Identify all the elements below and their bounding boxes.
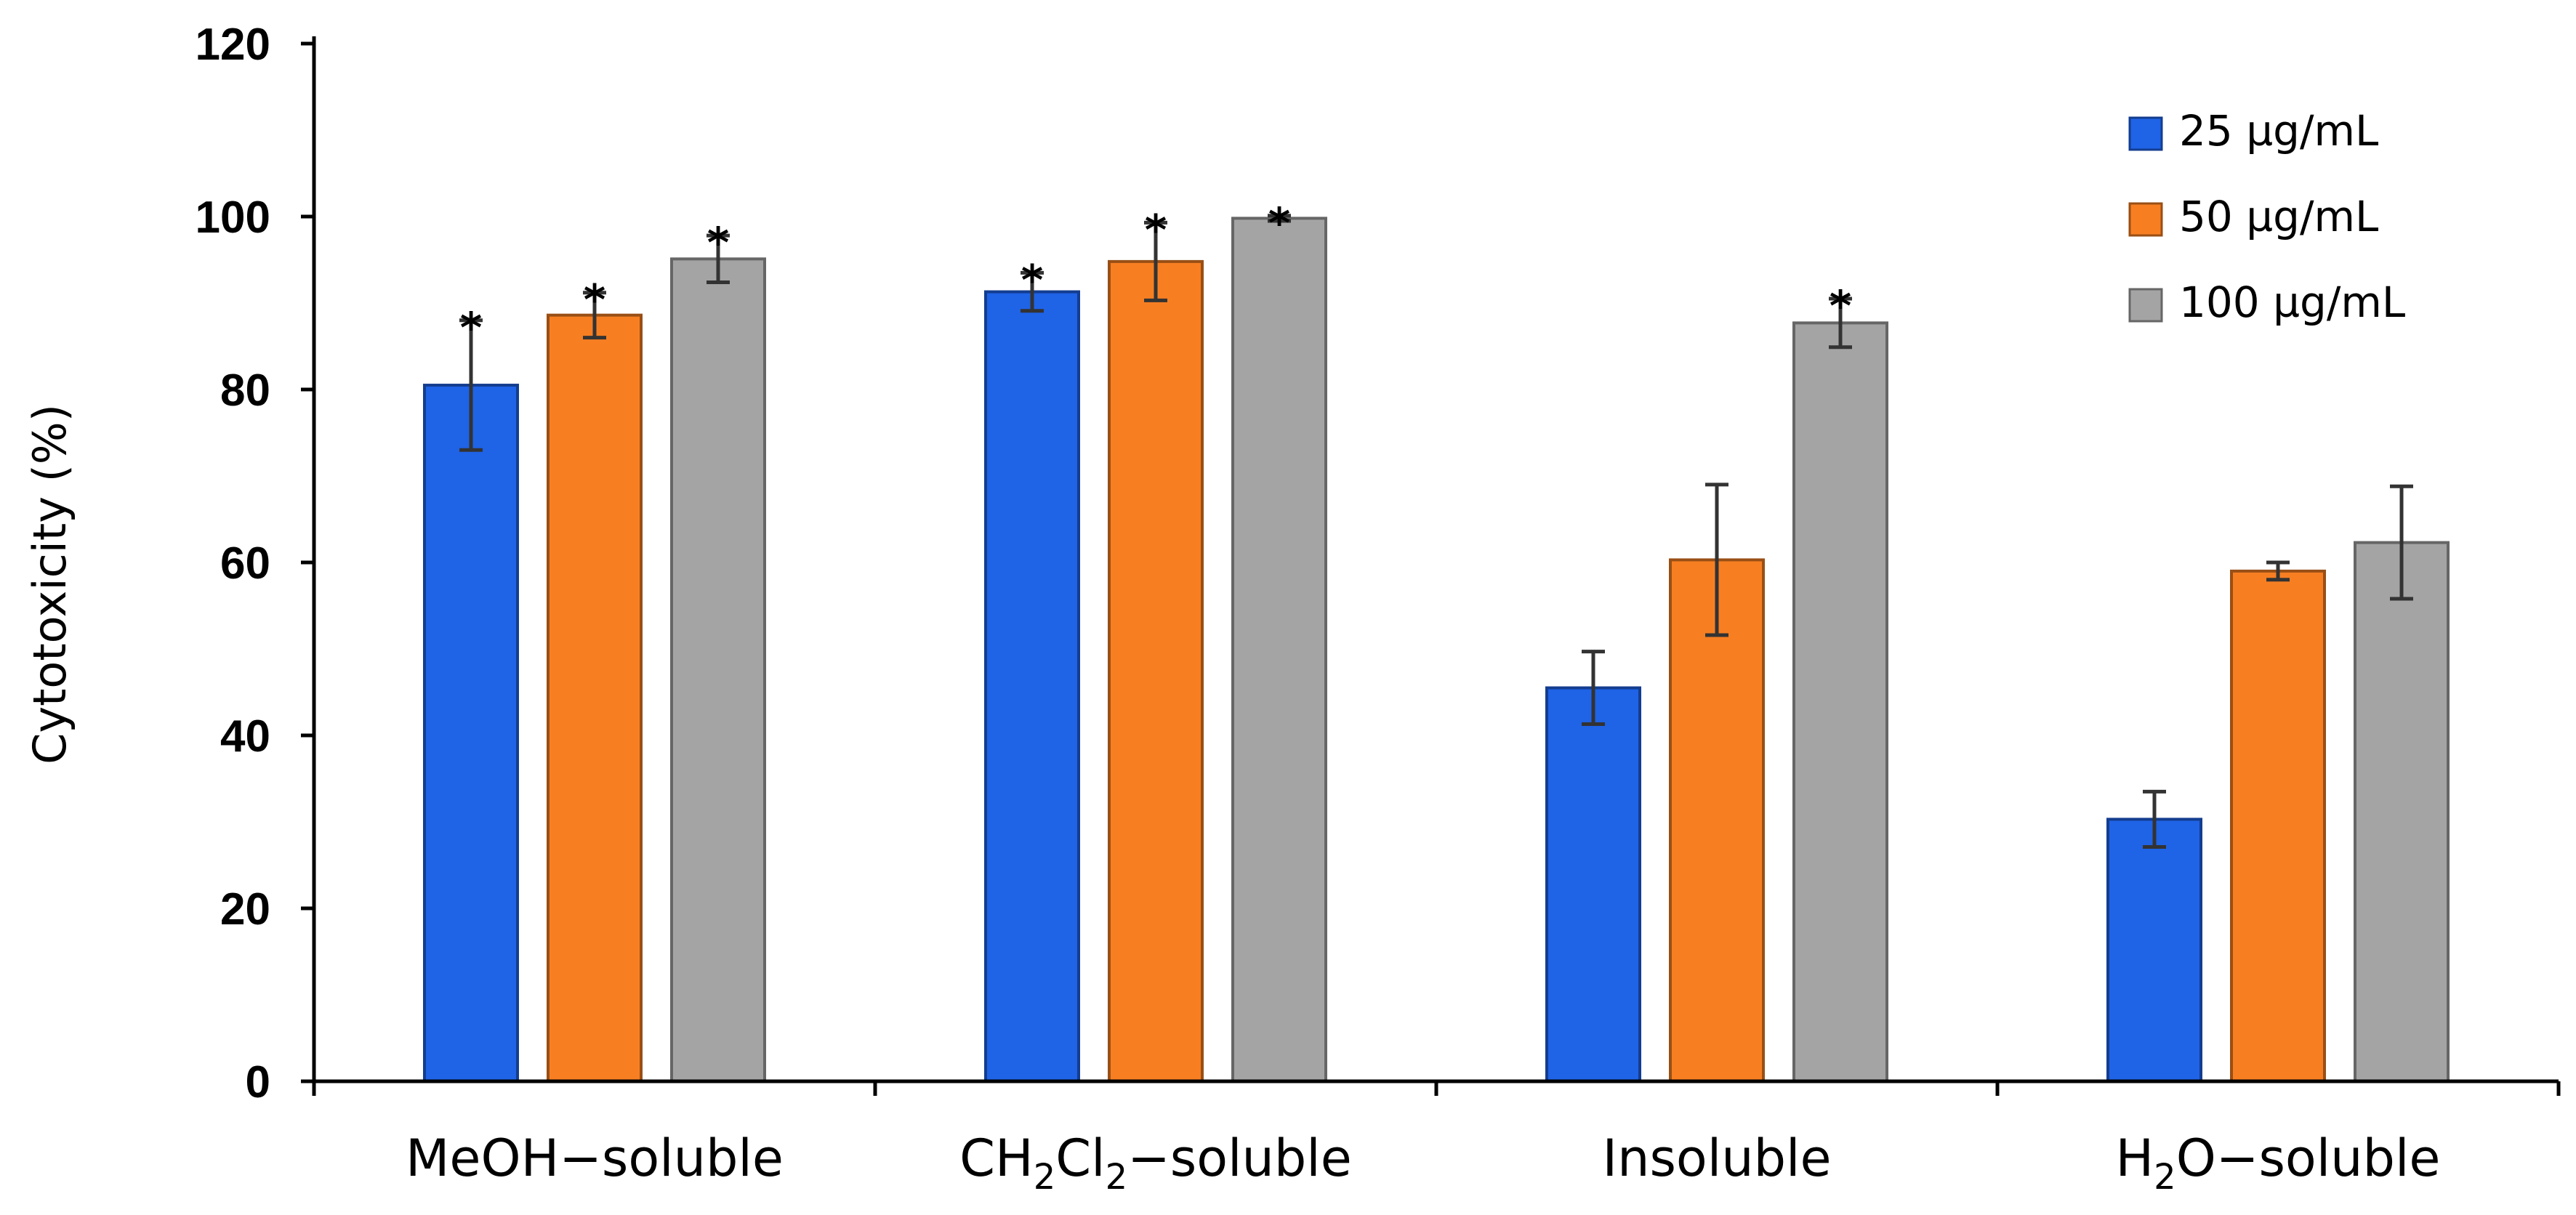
error-bar-s2-c3 bbox=[2390, 484, 2413, 601]
y-tick-label-3: 60 bbox=[220, 538, 270, 589]
legend-item-0: 25 µg/mL bbox=[2128, 106, 2378, 156]
bar-s0-c3 bbox=[2106, 818, 2202, 1083]
bar-s0-c0 bbox=[423, 384, 519, 1083]
legend: 25 µg/mL 50 µg/mL 100 µg/mL bbox=[2128, 106, 2405, 327]
y-tick-label-4: 80 bbox=[220, 366, 270, 416]
bars-layer bbox=[423, 217, 2450, 1083]
significance-marker-s0-c1: * bbox=[1021, 255, 1043, 304]
bar-s0-c1 bbox=[984, 290, 1080, 1083]
bar-s2-c1 bbox=[1231, 217, 1327, 1083]
bar-s1-c3 bbox=[2230, 569, 2326, 1083]
bar-s2-c2 bbox=[1792, 321, 1888, 1083]
error-bar-s2-c2 bbox=[1829, 296, 1852, 350]
y-tick-label-2: 40 bbox=[220, 711, 270, 762]
bar-s1-c2 bbox=[1669, 558, 1765, 1083]
y-tick-label-0: 0 bbox=[246, 1057, 270, 1107]
legend-item-1: 50 µg/mL bbox=[2128, 192, 2378, 241]
error-bar-s1-c2 bbox=[1705, 483, 1728, 637]
legend-swatch-0 bbox=[2128, 116, 2163, 151]
x-tick-label-3: H2O−soluble bbox=[2116, 1129, 2441, 1198]
legend-label-2: 100 µg/mL bbox=[2179, 278, 2405, 327]
bar-s0-c2 bbox=[1545, 686, 1641, 1083]
legend-label-1: 50 µg/mL bbox=[2179, 192, 2378, 241]
significance-marker-s1-c0: * bbox=[584, 275, 605, 325]
significance-marker-s2-c2: * bbox=[1830, 281, 1851, 331]
error-bar-s0-c1 bbox=[1021, 270, 1044, 313]
significance-layer: * * * * * * * bbox=[460, 198, 1851, 352]
y-tick-label-6: 120 bbox=[196, 20, 270, 70]
bar-s2-c3 bbox=[2354, 541, 2450, 1083]
y-tick-label-1: 20 bbox=[220, 884, 270, 935]
error-bar-s0-c3 bbox=[2143, 789, 2166, 849]
error-bars-layer bbox=[459, 214, 2413, 849]
legend-item-2: 100 µg/mL bbox=[2128, 278, 2405, 327]
significance-marker-s1-c1: * bbox=[1145, 205, 1167, 254]
bar-s1-c0 bbox=[547, 313, 643, 1083]
y-tick-label-5: 100 bbox=[196, 193, 270, 243]
bar-s1-c1 bbox=[1108, 259, 1204, 1083]
error-bar-s2-c0 bbox=[707, 233, 730, 284]
significance-marker-s2-c1: * bbox=[1268, 198, 1290, 248]
significance-marker-s0-c0: * bbox=[460, 303, 482, 352]
x-tick-label-1: CH2Cl2−soluble bbox=[959, 1129, 1352, 1198]
x-tick-label-0: MeOH−soluble bbox=[406, 1129, 784, 1188]
legend-label-0: 25 µg/mL bbox=[2179, 106, 2378, 156]
error-bar-s2-c1 bbox=[1268, 214, 1291, 223]
axes-layer: 0 20 40 60 80 100 120 MeOH−soluble CH2Cl2−solubl… bbox=[23, 20, 2561, 1198]
x-tick-label-2: Insoluble bbox=[1602, 1129, 1831, 1188]
error-bar-s1-c1 bbox=[1144, 220, 1167, 302]
error-bar-s0-c2 bbox=[1582, 650, 1605, 727]
significance-marker-s2-c0: * bbox=[707, 218, 729, 267]
y-axis-label: Cytotoxicity (%) bbox=[23, 404, 76, 764]
error-bar-s1-c0 bbox=[583, 291, 606, 340]
legend-swatch-1 bbox=[2128, 202, 2163, 237]
legend-swatch-2 bbox=[2128, 288, 2163, 323]
error-bar-s0-c0 bbox=[459, 318, 483, 452]
error-bar-s1-c3 bbox=[2266, 560, 2290, 582]
bar-s2-c0 bbox=[670, 257, 766, 1083]
